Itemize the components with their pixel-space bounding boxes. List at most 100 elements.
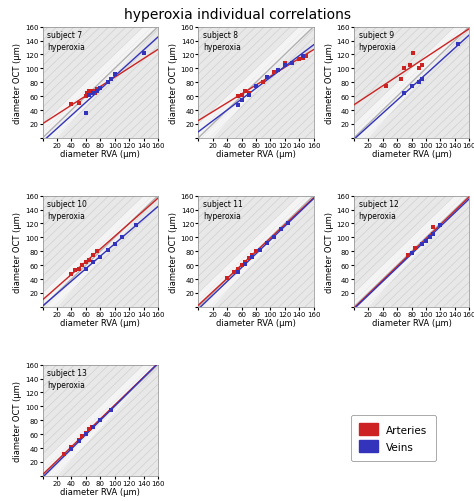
Point [97,416,104,424]
Point [263,74,271,82]
Y-axis label: diameter OCT (μm): diameter OCT (μm) [13,43,22,123]
Point [83,90,91,98]
Point [241,260,249,268]
Point [223,274,231,282]
Point [263,74,271,82]
Point [401,65,408,73]
Point [270,234,278,242]
Point [86,87,93,95]
Point [111,71,118,79]
Point [97,85,104,93]
Polygon shape [43,196,158,307]
Point [79,262,86,270]
Text: hyperoxia individual correlations: hyperoxia individual correlations [124,8,350,22]
X-axis label: diameter RVA (μm): diameter RVA (μm) [372,319,452,328]
Point [82,93,90,101]
Point [422,237,430,245]
Point [415,79,423,87]
Point [284,220,292,228]
Y-axis label: diameter OCT (μm): diameter OCT (μm) [13,211,22,292]
Point [97,254,104,262]
Point [107,406,115,414]
Point [241,258,249,266]
Y-axis label: diameter OCT (μm): diameter OCT (μm) [325,43,334,123]
Point [88,423,95,431]
Point [91,90,98,98]
Legend: Arteries, Veins: Arteries, Veins [351,415,436,461]
Y-axis label: diameter OCT (μm): diameter OCT (μm) [169,211,178,292]
Point [241,87,249,95]
Point [71,267,79,275]
Point [93,86,100,94]
Polygon shape [198,196,314,307]
Point [411,244,419,253]
Point [259,79,267,87]
X-axis label: diameter RVA (μm): diameter RVA (μm) [60,487,140,496]
Point [252,83,260,91]
Polygon shape [354,196,469,307]
Point [107,76,115,84]
Point [140,50,147,58]
Point [230,269,238,277]
Point [89,258,97,266]
Point [238,92,246,100]
Polygon shape [198,28,314,139]
Point [429,223,437,231]
Text: subject 13
hyperoxia: subject 13 hyperoxia [47,368,87,389]
Point [234,93,242,101]
Polygon shape [43,365,158,476]
Point [295,56,303,64]
Point [68,271,75,279]
Point [234,102,242,110]
Point [383,83,390,91]
Point [263,239,271,247]
Point [82,110,90,118]
Point [118,234,126,242]
Point [86,92,93,100]
Point [86,256,93,264]
Point [75,265,82,273]
Point [68,101,75,109]
Text: subject 10
hyperoxia: subject 10 hyperoxia [47,199,87,220]
Point [68,445,75,453]
Polygon shape [354,28,469,139]
Point [248,254,256,262]
X-axis label: diameter RVA (μm): diameter RVA (μm) [216,150,296,159]
Point [302,53,310,61]
X-axis label: diameter RVA (μm): diameter RVA (μm) [60,319,140,328]
Point [281,62,289,70]
Point [429,230,437,238]
Point [256,246,264,255]
Point [234,265,242,273]
Point [455,41,462,49]
Point [104,246,111,255]
Y-axis label: diameter OCT (μm): diameter OCT (μm) [169,43,178,123]
Point [82,430,90,438]
Y-axis label: diameter OCT (μm): diameter OCT (μm) [325,211,334,292]
Point [82,429,90,437]
Y-axis label: diameter OCT (μm): diameter OCT (μm) [13,380,22,461]
Point [86,425,93,433]
Point [397,76,405,84]
Point [68,443,75,451]
Point [238,96,246,104]
Point [419,62,426,70]
Point [238,262,246,270]
Point [408,249,415,257]
Point [133,221,140,229]
Point [93,247,100,256]
Point [437,221,444,229]
Point [61,450,68,458]
Point [404,251,412,259]
Point [245,92,253,100]
Point [426,234,433,242]
Point [89,90,97,98]
Point [111,241,118,249]
Point [281,60,289,68]
Point [426,234,433,242]
Text: subject 11
hyperoxia: subject 11 hyperoxia [203,199,243,220]
Point [422,237,430,245]
Point [89,423,97,431]
Text: subject 7
hyperoxia: subject 7 hyperoxia [47,31,85,52]
Point [419,76,426,84]
